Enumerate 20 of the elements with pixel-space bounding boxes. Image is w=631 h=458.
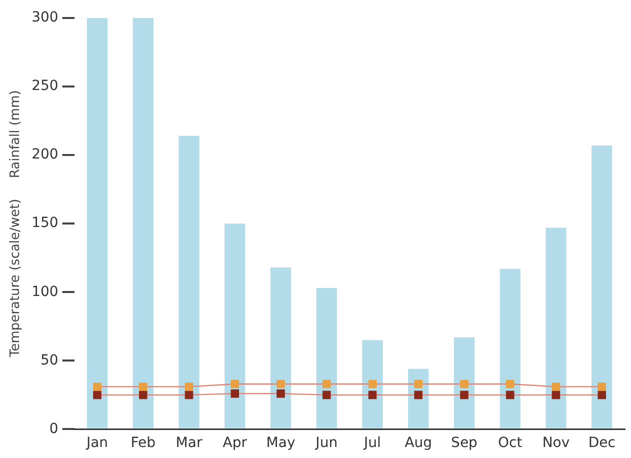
y-tick-label: 100 <box>32 284 58 300</box>
x-tick-label: Feb <box>130 435 156 452</box>
x-tick-label: Sep <box>451 435 478 452</box>
x-tick-label: Dec <box>588 435 616 452</box>
x-tick-label: May <box>266 435 296 452</box>
x-tick-label: Nov <box>542 435 570 452</box>
x-tick-label: Jan <box>85 435 108 452</box>
x-tick-label: Jul <box>363 435 381 452</box>
y-tick-label: 0 <box>49 420 58 437</box>
x-tick-label: Apr <box>222 435 248 452</box>
x-tick-label: Aug <box>404 435 432 452</box>
y-tick-label: 200 <box>32 146 58 163</box>
x-tick-label: Mar <box>176 435 202 452</box>
y-tick-label: 250 <box>32 78 58 94</box>
y-axis-title: Temperature (scale/wet) Rainfall (mm) <box>8 90 24 358</box>
x-tick-label: Oct <box>498 435 523 452</box>
x-tick-label: Jun <box>314 435 338 452</box>
y-tick-label: 300 <box>32 10 58 26</box>
y-tick-label: 50 <box>40 352 58 368</box>
y-tick-label: 150 <box>32 215 58 232</box>
